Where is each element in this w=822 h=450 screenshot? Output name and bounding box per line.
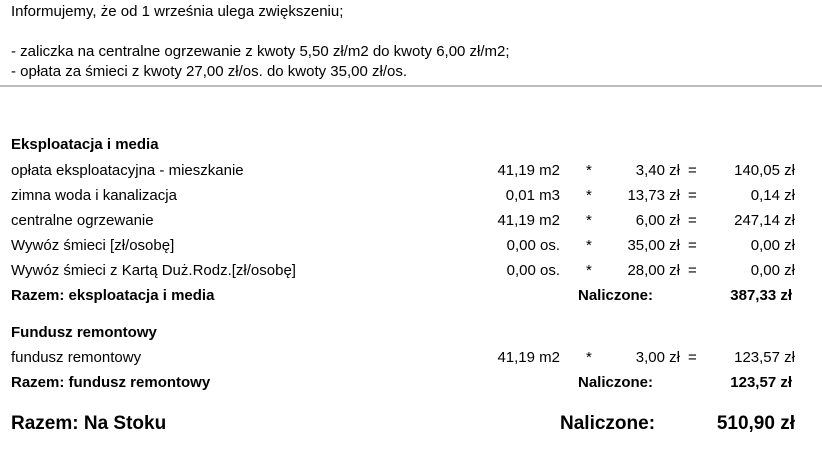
row-qty: 0,01 m3 <box>505 187 560 204</box>
row-eq: = <box>688 162 697 179</box>
row-op: * <box>586 187 592 204</box>
section-title: Eksploatacja i media <box>11 136 159 153</box>
grand-total-value: 510,90 zł <box>716 413 795 434</box>
charged-label: Naliczone: <box>578 374 654 391</box>
row-qty: 41,19 m2 <box>497 349 560 366</box>
section-summary: Razem: eksploatacja i media Naliczone: 3… <box>0 287 822 307</box>
section-title: Fundusz remontowy <box>11 324 157 341</box>
row-total: 0,00 zł <box>750 237 795 254</box>
row-label: Wywóz śmieci [zł/osobę] <box>11 237 175 254</box>
table-row: Wywóz śmieci z Kartą Duż.Rodz.[zł/osobę]… <box>0 262 822 282</box>
row-op: * <box>586 262 592 279</box>
row-label: opłata eksploatacyjna - mieszkanie <box>11 162 244 179</box>
section-summary: Razem: fundusz remontowy Naliczone: 123,… <box>0 374 822 394</box>
row-op: * <box>586 349 592 366</box>
table-row: centralne ogrzewanie 41,19 m2 * 6,00 zł … <box>0 212 822 232</box>
row-label: zimna woda i kanalizacja <box>11 187 177 204</box>
summary-total: 387,33 zł <box>730 287 792 304</box>
notice-line: - opłata za śmieci z kwoty 27,00 zł/os. … <box>11 63 408 80</box>
charged-label: Naliczone: <box>578 287 654 304</box>
row-eq: = <box>688 262 697 279</box>
row-total: 247,14 zł <box>734 212 795 229</box>
row-label: fundusz remontowy <box>11 349 142 366</box>
grand-total: Razem: Na Stoku Naliczone: 510,90 zł <box>0 413 822 437</box>
row-eq: = <box>688 349 697 366</box>
summary-label: Razem: fundusz remontowy <box>11 374 211 391</box>
row-label: centralne ogrzewanie <box>11 212 154 229</box>
row-qty: 41,19 m2 <box>497 212 560 229</box>
row-qty: 41,19 m2 <box>497 162 560 179</box>
row-price: 35,00 zł <box>627 237 680 254</box>
row-eq: = <box>688 237 697 254</box>
row-eq: = <box>688 187 697 204</box>
row-eq: = <box>688 212 697 229</box>
row-op: * <box>586 212 592 229</box>
notice-line: - zaliczka na centralne ogrzewanie z kwo… <box>11 43 510 60</box>
notice-intro: Informujemy, że od 1 września ulega zwię… <box>11 3 344 20</box>
row-op: * <box>586 162 592 179</box>
row-price: 6,00 zł <box>635 212 680 229</box>
summary-label: Razem: eksploatacja i media <box>11 287 215 304</box>
row-qty: 0,00 os. <box>506 237 560 254</box>
row-total: 140,05 zł <box>734 162 795 179</box>
table-row: opłata eksploatacyjna - mieszkanie 41,19… <box>0 162 822 182</box>
table-row: zimna woda i kanalizacja 0,01 m3 * 13,73… <box>0 187 822 207</box>
row-price: 13,73 zł <box>627 187 680 204</box>
divider <box>0 85 822 87</box>
grand-total-label: Razem: Na Stoku <box>11 413 167 434</box>
row-qty: 0,00 os. <box>506 262 560 279</box>
summary-total: 123,57 zł <box>730 374 792 391</box>
row-total: 0,14 zł <box>750 187 795 204</box>
row-total: 123,57 zł <box>734 349 795 366</box>
table-row: fundusz remontowy 41,19 m2 * 3,00 zł = 1… <box>0 349 822 369</box>
row-label: Wywóz śmieci z Kartą Duż.Rodz.[zł/osobę] <box>11 262 296 279</box>
row-price: 3,00 zł <box>635 349 680 366</box>
grand-charged-label: Naliczone: <box>560 413 656 434</box>
table-row: Wywóz śmieci [zł/osobę] 0,00 os. * 35,00… <box>0 237 822 257</box>
row-price: 28,00 zł <box>627 262 680 279</box>
row-total: 0,00 zł <box>750 262 795 279</box>
row-op: * <box>586 237 592 254</box>
row-price: 3,40 zł <box>635 162 680 179</box>
